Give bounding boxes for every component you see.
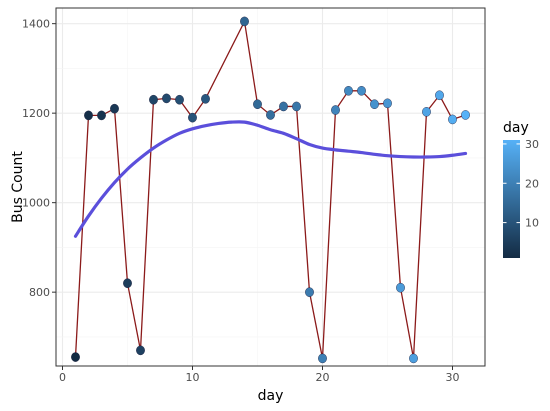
data-point — [448, 114, 457, 125]
data-points — [71, 16, 470, 364]
smooth-trend-line — [73, 120, 468, 238]
data-point — [253, 99, 262, 110]
data-point — [461, 110, 470, 120]
y-tick-label: 1000 — [22, 197, 50, 210]
data-point — [149, 94, 158, 105]
data-point — [435, 90, 444, 101]
data-point — [396, 282, 405, 293]
data-point — [201, 94, 210, 104]
data-point — [136, 345, 145, 356]
data-point — [331, 105, 340, 115]
data-point — [357, 85, 366, 96]
y-tick-label: 800 — [29, 286, 50, 299]
data-point — [383, 98, 392, 109]
grid-lines — [56, 8, 485, 366]
data-point — [188, 112, 197, 123]
data-point — [318, 353, 327, 364]
y-tick-label: 1400 — [22, 18, 50, 31]
data-point — [240, 16, 249, 27]
x-tick-label: 20 — [316, 371, 330, 384]
y-axis-ticks: 800 1000 1200 1400 — [22, 18, 56, 299]
data-point — [344, 85, 353, 96]
colorbar-tick-label: 30 — [525, 138, 539, 151]
colorbar-tick-label: 10 — [525, 217, 539, 230]
x-tick-label: 0 — [59, 371, 66, 384]
y-axis-title: Bus Count — [10, 151, 26, 223]
panel-border — [55, 7, 486, 367]
data-point — [305, 287, 314, 297]
y-tick-label: 1200 — [22, 107, 50, 120]
data-point — [370, 99, 379, 110]
legend-title: day — [503, 120, 529, 136]
x-tick-label: 30 — [446, 371, 460, 384]
data-point — [110, 103, 119, 114]
panel-frame — [55, 7, 486, 367]
data-point — [422, 107, 431, 117]
colorbar-tick-label: 20 — [525, 177, 539, 190]
data-point — [71, 352, 80, 362]
x-axis-ticks: 0 10 20 30 — [59, 366, 460, 384]
data-point — [409, 353, 418, 364]
colorbar — [503, 140, 520, 258]
colorbar-legend: day 10 20 30 — [503, 120, 539, 258]
x-tick-label: 10 — [186, 371, 200, 384]
data-point — [175, 94, 184, 105]
x-axis-title: day — [258, 388, 284, 404]
data-point — [266, 110, 275, 120]
data-point — [279, 101, 288, 112]
data-point — [292, 101, 301, 112]
data-point — [97, 110, 106, 121]
data-point — [162, 93, 171, 104]
data-point — [123, 278, 132, 289]
data-point — [84, 110, 93, 121]
